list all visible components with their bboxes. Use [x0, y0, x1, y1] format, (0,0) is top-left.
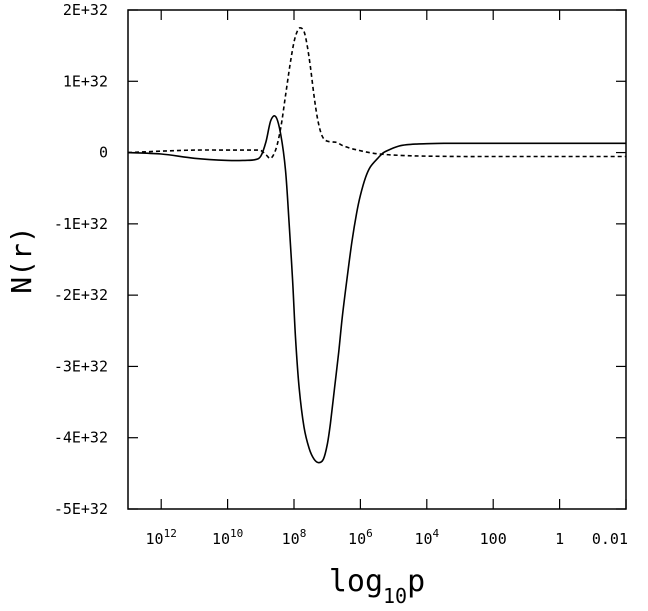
x-tick-label-base: 0.01: [592, 530, 628, 548]
x-tick-label: 1: [555, 530, 564, 548]
y-tick-label: 1E+32: [63, 72, 108, 90]
x-tick-label: 108: [282, 527, 307, 548]
y-tick-label: -5E+32: [54, 500, 108, 518]
plot-frame: [127, 9, 627, 510]
series-layer: [127, 27, 626, 464]
x-tick-label-base: 1: [555, 530, 564, 548]
x-tick-label-base: 10: [282, 530, 300, 548]
x-tick-label: 0.01: [592, 530, 628, 548]
x-axis-title-main: log: [329, 564, 383, 599]
y-tick-label: 2E+32: [63, 1, 108, 19]
x-tick-label-exponent: 4: [433, 527, 440, 540]
x-tick-label: 1012: [146, 527, 177, 548]
x-tick-label-base: 100: [480, 530, 507, 548]
series-line-dashed: [127, 27, 626, 160]
x-tick-label: 100: [480, 530, 507, 548]
x-tick-label: 1010: [212, 527, 243, 548]
y-tick-label: -2E+32: [54, 286, 108, 304]
y-tick-label: -3E+32: [54, 357, 108, 375]
y-tick-label: -4E+32: [54, 429, 108, 447]
y-axis: 2E+32 1E+32 0 -1E+32 -2E+32 -3E+32 -4E+32 -5E+3…: [54, 1, 626, 518]
x-tick-label-exponent: 10: [230, 527, 243, 540]
x-tick-label-base: 10: [146, 530, 164, 548]
x-tick-label: 106: [348, 527, 373, 548]
x-axis-title-subscript: 10: [383, 584, 407, 608]
x-axis-title: log10p: [329, 564, 425, 608]
x-tick-label-exponent: 12: [164, 527, 177, 540]
x-tick-label-exponent: 8: [300, 527, 307, 540]
y-tick-label: -1E+32: [54, 215, 108, 233]
x-tick-label-base: 10: [348, 530, 366, 548]
y-tick-label: 0: [99, 144, 108, 162]
x-tick-label-base: 10: [212, 530, 230, 548]
series-line-solid: [127, 115, 626, 464]
x-axis: 1012 1010 108 106 104 100 1 0.01: [146, 10, 628, 548]
x-tick-label-base: 10: [414, 530, 432, 548]
x-tick-label: 104: [414, 527, 439, 548]
x-axis-title-tail: p: [407, 564, 425, 599]
x-tick-label-exponent: 6: [366, 527, 373, 540]
y-axis-title: N(r): [5, 226, 38, 293]
